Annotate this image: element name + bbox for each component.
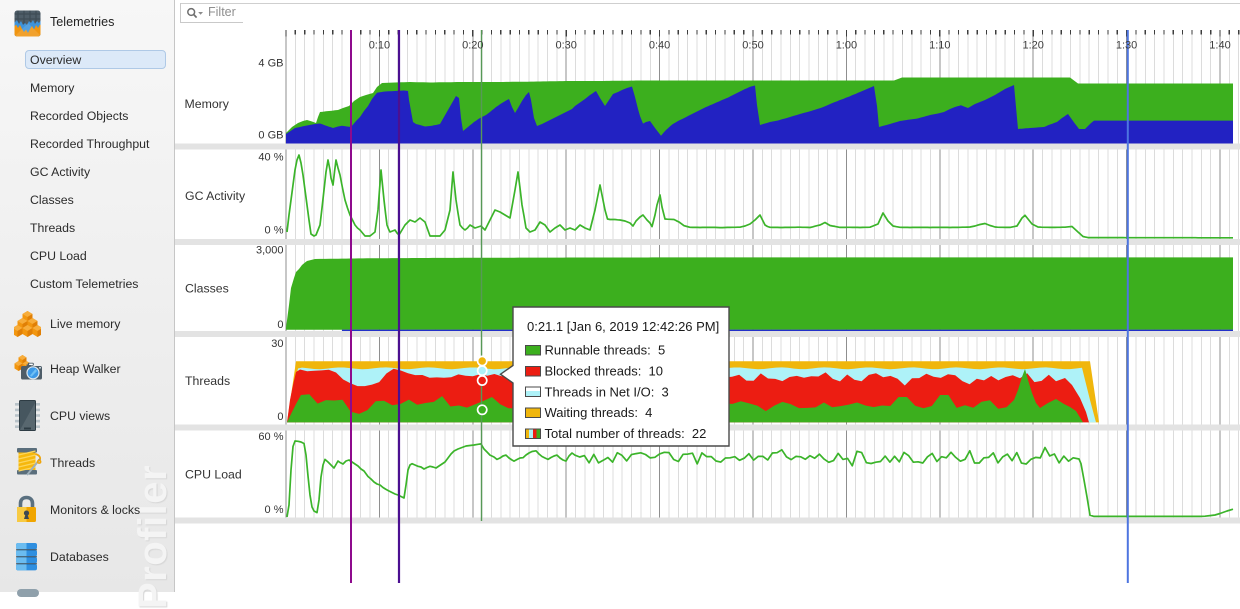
- svg-text:Threads in Net I/O: 3: Threads in Net I/O: 3: [545, 384, 669, 399]
- svg-text:Memory: Memory: [185, 97, 230, 111]
- svg-text:0: 0: [277, 411, 283, 423]
- svg-text:0 GB: 0 GB: [258, 130, 283, 142]
- svg-text:Threads: Threads: [185, 374, 230, 388]
- svg-text:3,000: 3,000: [256, 245, 284, 257]
- svg-text:Total number of threads: 22: Total number of threads: 22: [545, 426, 707, 441]
- svg-text:1:20: 1:20: [1022, 40, 1043, 52]
- svg-text:Classes: Classes: [185, 282, 229, 296]
- svg-text:GC Activity: GC Activity: [185, 189, 246, 203]
- svg-text:1:40: 1:40: [1209, 40, 1230, 52]
- svg-text:1:00: 1:00: [836, 40, 857, 52]
- svg-text:1:30: 1:30: [1116, 40, 1137, 52]
- svg-text:0:10: 0:10: [369, 40, 390, 52]
- svg-text:0 %: 0 %: [265, 504, 284, 516]
- svg-text:0:50: 0:50: [742, 40, 763, 52]
- svg-text:30: 30: [271, 338, 283, 350]
- svg-text:1:10: 1:10: [929, 40, 950, 52]
- svg-text:Blocked threads: 10: Blocked threads: 10: [545, 364, 664, 379]
- svg-text:0:20: 0:20: [462, 40, 483, 52]
- svg-text:60 %: 60 %: [258, 431, 283, 443]
- svg-text:0:21.1 [Jan 6, 2019 12:42:26 P: 0:21.1 [Jan 6, 2019 12:42:26 PM]: [527, 319, 719, 334]
- svg-text:0:40: 0:40: [649, 40, 670, 52]
- svg-text:Runnable threads: 5: Runnable threads: 5: [545, 343, 666, 358]
- svg-text:0 %: 0 %: [265, 225, 284, 237]
- svg-text:0:30: 0:30: [555, 40, 576, 52]
- svg-text:4 GB: 4 GB: [258, 58, 283, 70]
- svg-text:CPU Load: CPU Load: [185, 468, 242, 482]
- svg-text:0: 0: [277, 319, 283, 331]
- svg-text:Waiting threads: 4: Waiting threads: 4: [545, 405, 653, 420]
- svg-text:40 %: 40 %: [258, 152, 283, 164]
